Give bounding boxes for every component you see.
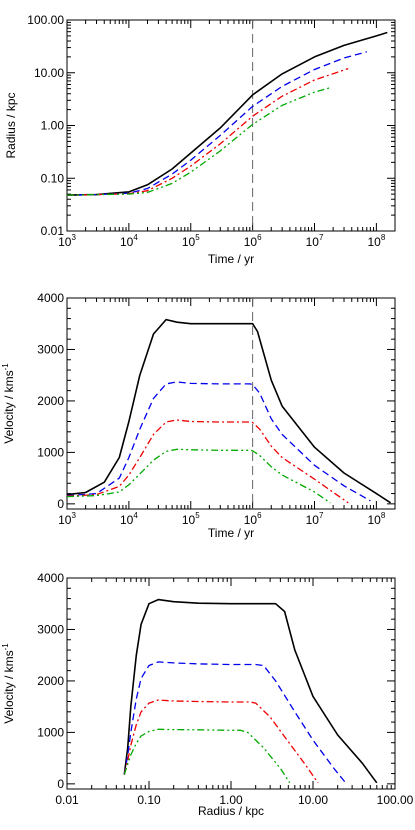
y-tick-label: 3000 bbox=[37, 342, 64, 356]
x-tick-base: 10 bbox=[367, 513, 381, 527]
y-tick-label: 0.01 bbox=[41, 224, 65, 238]
x-tick-label: 0.10 bbox=[137, 793, 161, 807]
y-axis-label-text: Velocity / kms bbox=[2, 650, 16, 723]
x-tick-label: 104 bbox=[120, 233, 138, 249]
panel-1: 103 104 105 106 107 1080.010.101.0010.00100.0… bbox=[4, 13, 396, 266]
y-tick-label: 1.00 bbox=[41, 119, 65, 133]
y-axis-label-text: Radius / kpc bbox=[4, 92, 18, 158]
series-line-1 bbox=[66, 31, 388, 196]
series-line-3 bbox=[123, 699, 319, 784]
y-axis-label-text: Velocity / kms bbox=[2, 370, 16, 443]
panel-3: 0.01 0.10 1.00 10.00 100.00 0 1000 2000 3000 4000… bbox=[1, 571, 414, 818]
series-line-3 bbox=[66, 419, 349, 504]
x-tick-label: 107 bbox=[306, 233, 324, 249]
series-line-4 bbox=[123, 728, 291, 784]
y-tick-label: 10.00 bbox=[34, 66, 64, 80]
y-tick-label: 2000 bbox=[37, 394, 64, 408]
plot-frame bbox=[66, 297, 396, 510]
series-line-1 bbox=[66, 318, 392, 504]
y-axis-label-superscript: -1 bbox=[1, 363, 10, 371]
x-tick-label: 105 bbox=[182, 233, 200, 249]
x-tick-base: 10 bbox=[58, 235, 72, 249]
series-line-4 bbox=[66, 448, 331, 504]
x-tick-exponent: 6 bbox=[257, 511, 262, 520]
y-tick-label: 0 bbox=[57, 497, 64, 511]
x-tick-exponent: 8 bbox=[381, 233, 386, 242]
x-tick-label: 103 bbox=[58, 511, 76, 527]
y-tick-label: 4000 bbox=[37, 291, 64, 305]
x-tick-label: 100.00 bbox=[377, 793, 414, 807]
x-tick-label: 103 bbox=[58, 233, 76, 249]
x-tick-exponent: 3 bbox=[71, 511, 76, 520]
x-tick-exponent: 5 bbox=[195, 511, 200, 520]
x-tick-label: 108 bbox=[367, 233, 385, 249]
y-tick-label: 1000 bbox=[37, 445, 64, 459]
x-tick-exponent: 6 bbox=[257, 233, 262, 242]
x-tick-label: 1.00 bbox=[219, 793, 243, 807]
x-tick-exponent: 3 bbox=[71, 233, 76, 242]
x-tick-exponent: 5 bbox=[195, 233, 200, 242]
x-tick-base: 10 bbox=[182, 235, 196, 249]
x-tick-label: 106 bbox=[244, 233, 262, 249]
x-tick-label: 108 bbox=[367, 511, 385, 527]
x-axis-label: Radius / kpc bbox=[198, 804, 264, 818]
y-tick-label: 3000 bbox=[37, 622, 64, 636]
series-line-1 bbox=[123, 598, 378, 784]
y-tick-label: 2000 bbox=[37, 674, 64, 688]
y-tick-label: 100.00 bbox=[27, 13, 64, 27]
y-axis-label-superscript: -1 bbox=[1, 643, 10, 651]
series-line-3 bbox=[66, 67, 349, 196]
y-axis-label: Velocity / kms-1 bbox=[1, 643, 16, 724]
y-tick-label: 4000 bbox=[37, 571, 64, 585]
x-tick-base: 10 bbox=[244, 513, 258, 527]
x-tick-exponent: 8 bbox=[381, 511, 386, 520]
x-tick-base: 10 bbox=[120, 513, 134, 527]
x-tick-base: 10 bbox=[306, 513, 320, 527]
plot-frame bbox=[66, 19, 396, 232]
series-line-4 bbox=[66, 87, 331, 196]
x-tick-label: 0.01 bbox=[55, 793, 79, 807]
x-tick-label: 105 bbox=[182, 511, 200, 527]
x-tick-base: 10 bbox=[367, 235, 381, 249]
plot-frame bbox=[66, 577, 396, 790]
x-tick-exponent: 7 bbox=[319, 511, 324, 520]
y-axis-label: Velocity / kms-1 bbox=[1, 363, 16, 444]
x-tick-label: 10.00 bbox=[298, 793, 328, 807]
x-tick-exponent: 7 bbox=[319, 233, 324, 242]
x-tick-exponent: 4 bbox=[133, 511, 138, 520]
x-tick-base: 10 bbox=[120, 235, 134, 249]
x-tick-label: 106 bbox=[244, 511, 262, 527]
y-tick-label: 0 bbox=[57, 777, 64, 791]
x-tick-exponent: 4 bbox=[133, 233, 138, 242]
x-tick-label: 104 bbox=[120, 511, 138, 527]
series-line-2 bbox=[123, 661, 347, 784]
series-line-2 bbox=[66, 51, 367, 196]
panel-2: 103 104 105 106 107 10801000200030004000Time … bbox=[1, 291, 396, 540]
x-tick-base: 10 bbox=[306, 235, 320, 249]
x-tick-base: 10 bbox=[58, 513, 72, 527]
x-axis-label: Time / yr bbox=[208, 526, 254, 540]
y-tick-label: 0.10 bbox=[41, 171, 65, 185]
y-tick-label: 1000 bbox=[37, 725, 64, 739]
series-line-2 bbox=[66, 381, 371, 502]
x-tick-base: 10 bbox=[182, 513, 196, 527]
x-tick-label: 107 bbox=[306, 511, 324, 527]
x-axis-label: Time / yr bbox=[208, 252, 254, 266]
x-tick-base: 10 bbox=[244, 235, 258, 249]
y-axis-label: Radius / kpc bbox=[4, 92, 18, 158]
